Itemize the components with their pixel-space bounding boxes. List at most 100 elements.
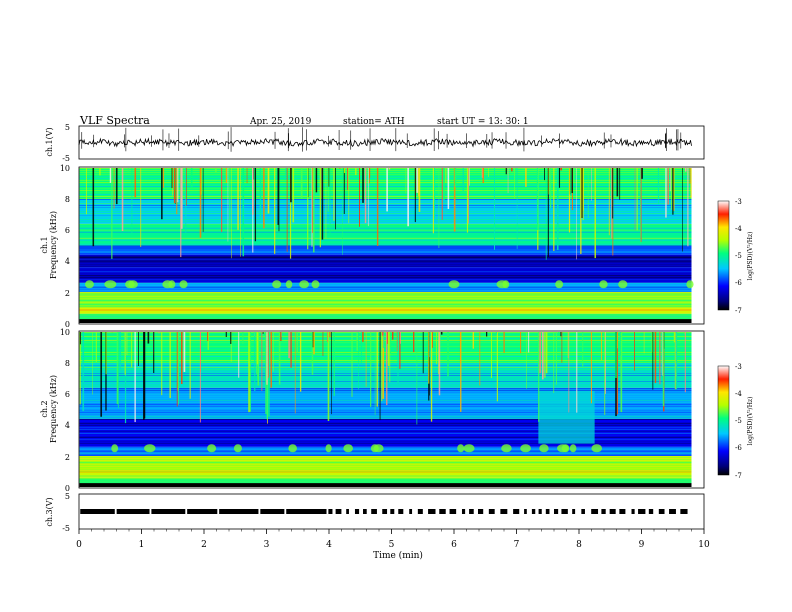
timecode-mark (648, 509, 654, 514)
spec-row (79, 375, 692, 376)
spec-row (79, 168, 692, 169)
spec-row (79, 354, 692, 355)
ch1-ytick-0: 0 (65, 320, 70, 329)
timecode-mark (382, 509, 388, 514)
spec-row (79, 350, 692, 351)
ch1-cb-tick-7: -7 (735, 307, 742, 315)
spec-row (79, 411, 692, 413)
ch1-ytick-top: 5 (65, 123, 70, 132)
timecode-mark (591, 509, 599, 514)
spec-row (79, 288, 692, 290)
whistler-mark (299, 280, 310, 289)
spec-row (79, 225, 692, 227)
spec-row (79, 292, 692, 293)
x-tick-label-4: 4 (326, 540, 332, 550)
ch2-ylabel-channel: ch.2 (40, 400, 49, 417)
spec-row (79, 460, 692, 461)
spec-row (79, 296, 692, 297)
timecode-mark (488, 509, 495, 514)
spec-row (79, 348, 692, 349)
spec-row (79, 253, 692, 255)
time-axis: 0 1 2 3 4 5 6 7 8 9 10 (76, 529, 710, 550)
spec-row (79, 481, 692, 483)
spec-row (79, 233, 692, 235)
ch2-colorbar-bar (717, 365, 730, 476)
ch1-ytick-10: 10 (60, 164, 70, 173)
timecode-mark (363, 509, 367, 514)
spec-row (79, 203, 692, 204)
spec-row (79, 188, 692, 189)
spec-row (79, 332, 692, 333)
ch1-spectrogram (79, 168, 694, 323)
spec-row (79, 209, 692, 210)
spec-row (79, 389, 692, 391)
ch2-ytick-4: 4 (65, 421, 70, 430)
spec-row (79, 286, 692, 288)
spec-row (79, 277, 692, 279)
x-tick-label-2: 2 (201, 540, 207, 550)
spec-row (79, 215, 692, 216)
spec-row (79, 360, 692, 361)
ch2-ytick-6: 6 (65, 390, 70, 399)
spec-row (79, 196, 692, 197)
spec-row (79, 304, 692, 305)
whistler-mark (501, 444, 512, 453)
spec-row (79, 466, 692, 467)
ch1-colorbar: -3 -4 -5 -6 -7 log(PSD)(V²/Hz) (717, 198, 754, 315)
spec-row (79, 231, 692, 233)
timecode-mark (601, 509, 606, 514)
whistler-mark (272, 280, 282, 289)
spec-row (79, 306, 692, 307)
spec-row (79, 269, 692, 271)
ch1-cb-tick-5: -5 (735, 252, 742, 260)
whistler-mark (457, 444, 465, 453)
ch1-ylabel-frequency: Frequency (kHz) (49, 211, 58, 279)
timecode-mark (428, 509, 436, 514)
whistler-mark (448, 280, 460, 289)
spec-row (79, 229, 692, 231)
x-tick-label-0: 0 (76, 540, 82, 550)
ch2-ytick-2: 2 (65, 453, 70, 462)
spec-band (79, 307, 692, 314)
ch3-panel: 5 -5 ch.3(V) (45, 492, 705, 533)
ch1-ytick-6: 6 (65, 226, 70, 235)
whistler-mark (111, 444, 119, 453)
date-label: Apr. 25, 2019 (249, 117, 312, 127)
spec-row (79, 258, 692, 260)
spec-row (79, 315, 692, 317)
spec-row (79, 284, 692, 286)
ch3-ytick-bottom: -5 (62, 524, 70, 533)
spec-row (79, 417, 692, 419)
whistler-mark (555, 280, 564, 289)
x-tick-label-6: 6 (451, 540, 457, 550)
timecode-mark (354, 509, 360, 514)
spec-row (79, 381, 692, 382)
spec-row (79, 475, 692, 477)
spec-row (79, 264, 692, 266)
whistler-mark (144, 444, 156, 453)
timecode-mark (658, 509, 665, 514)
ch2-cb-tick-5: -5 (735, 417, 742, 425)
spec-row (79, 201, 692, 202)
dc-band (79, 319, 692, 323)
timecode-mark (572, 509, 576, 514)
spec-row (79, 377, 692, 378)
whistler-mark (599, 280, 608, 289)
whistler-mark (370, 444, 379, 453)
x-tick-label-1: 1 (139, 540, 145, 550)
emission-patch (538, 390, 595, 444)
timecode-mark (581, 509, 585, 514)
x-tick-label-7: 7 (514, 540, 520, 550)
spec-row (79, 219, 692, 220)
spec-row (79, 174, 692, 175)
spec-row (79, 420, 692, 422)
whistler-mark (179, 280, 188, 289)
spec-row (79, 373, 692, 374)
x-tick-label-10: 10 (698, 540, 710, 550)
spec-row (79, 434, 692, 436)
spec-band (79, 456, 692, 472)
spec-band (79, 471, 692, 478)
spec-row (79, 300, 692, 301)
spec-row (79, 371, 692, 372)
